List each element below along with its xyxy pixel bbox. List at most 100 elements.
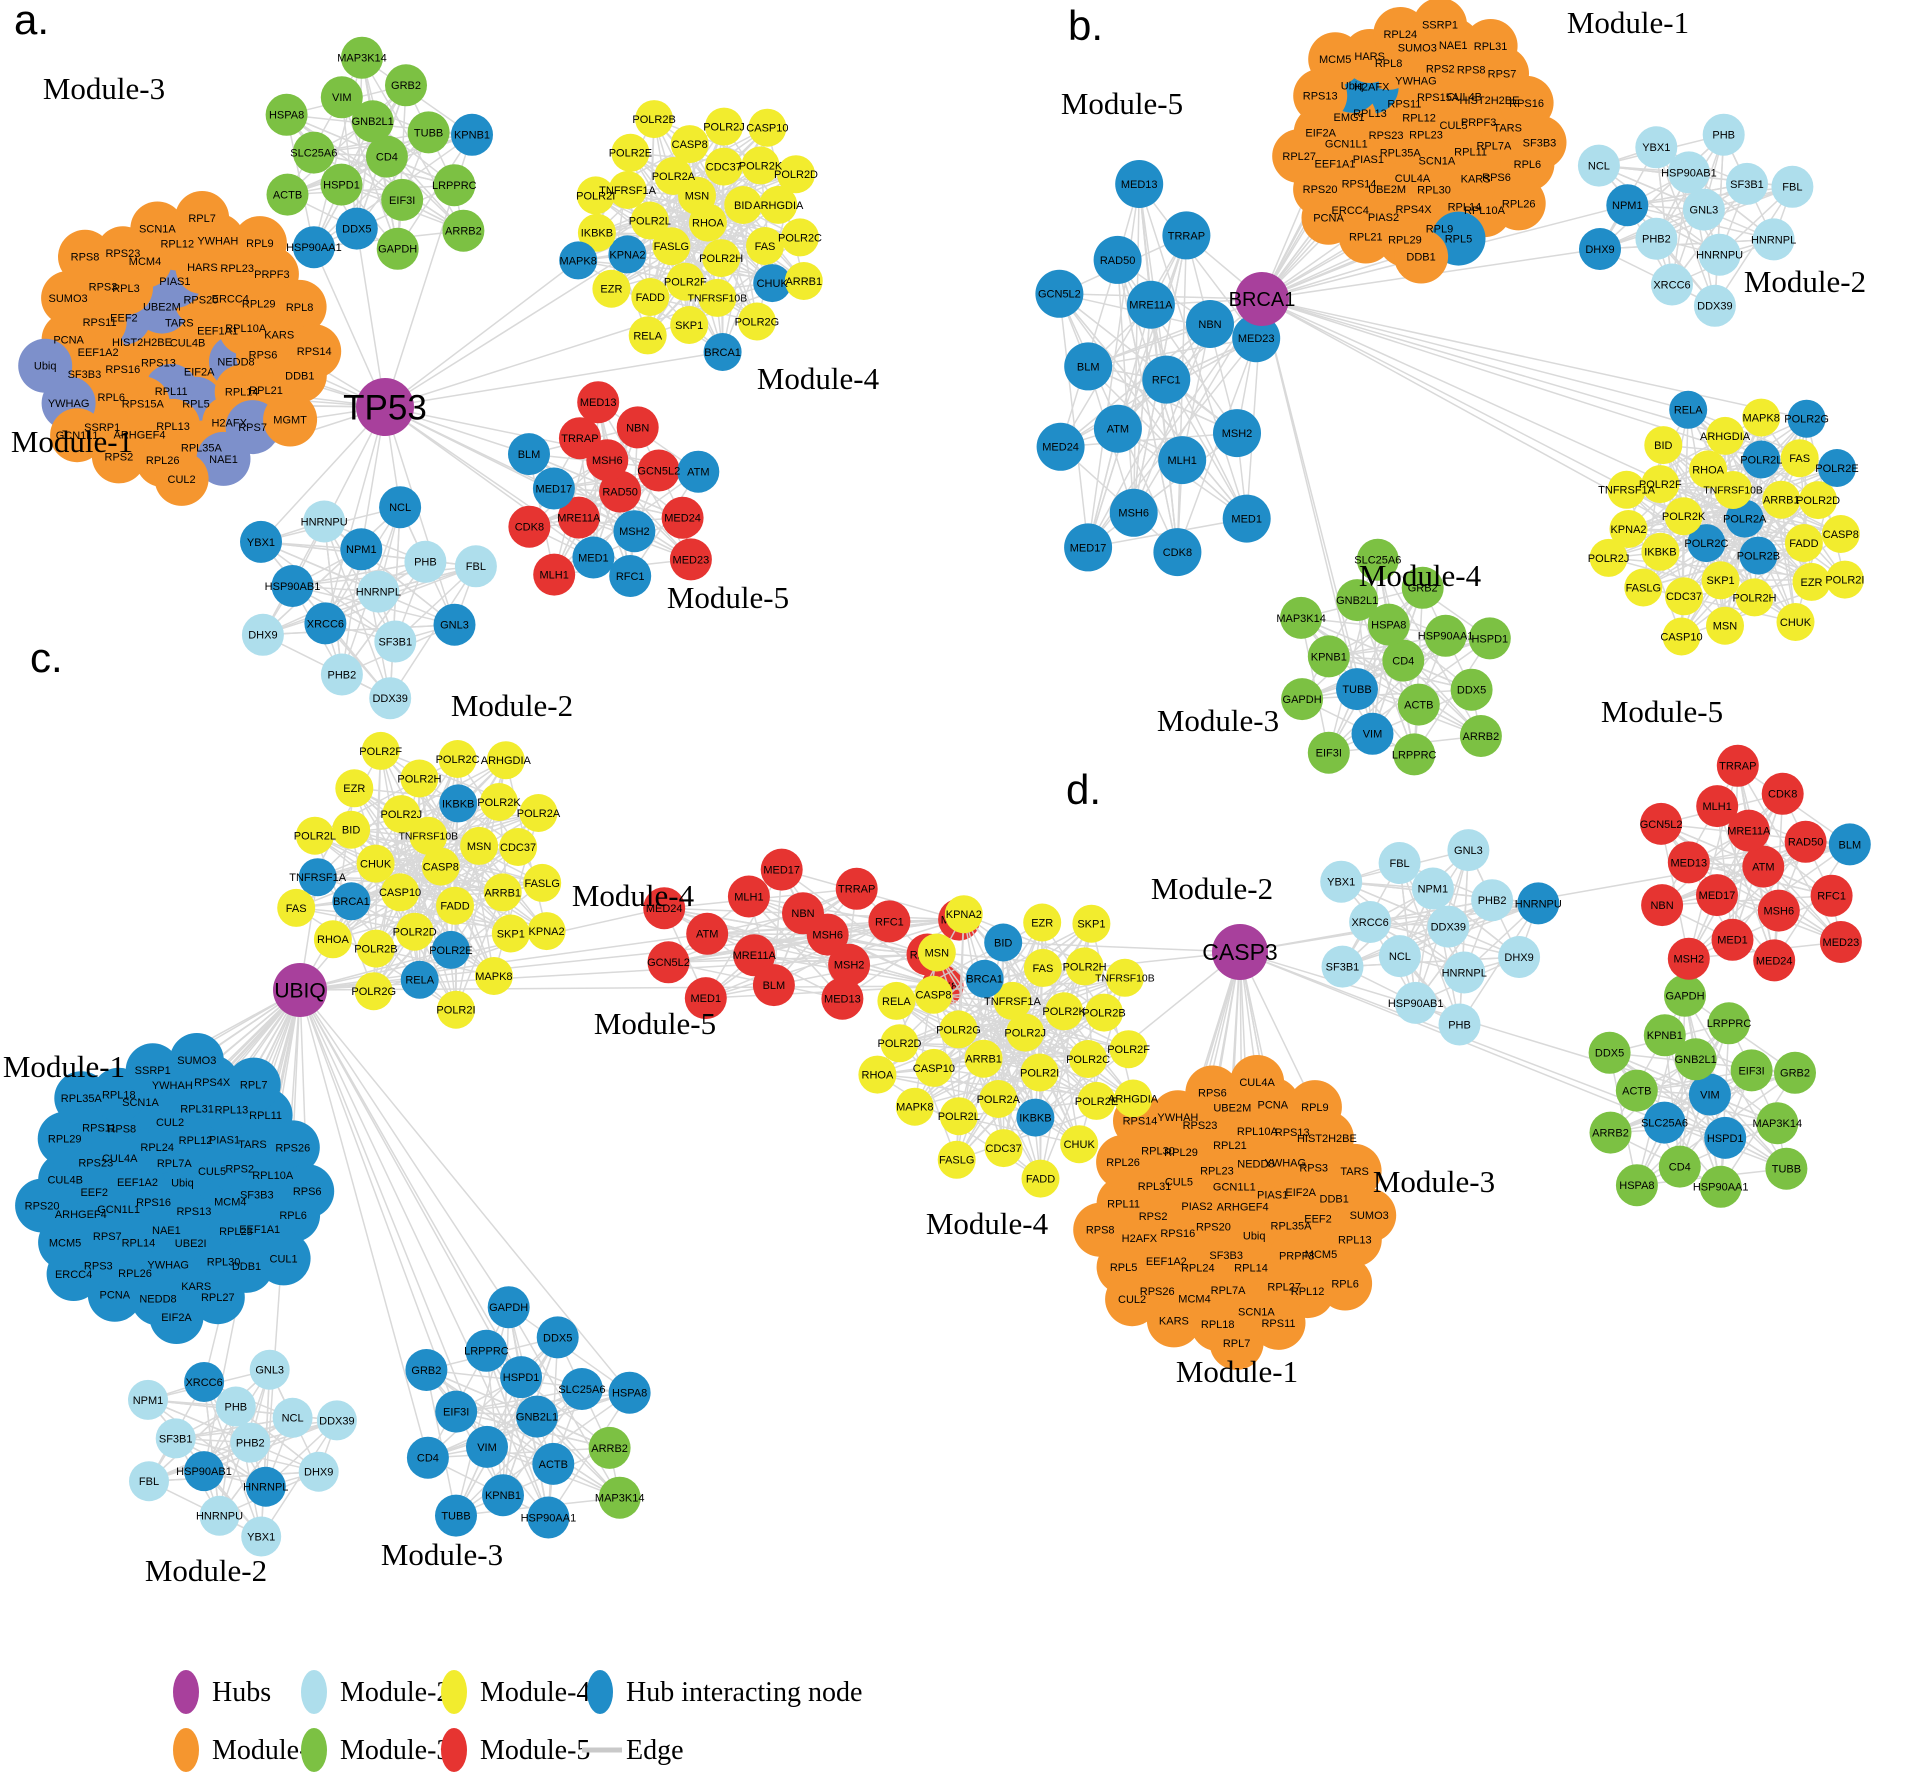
node-SKP1 [1701, 561, 1740, 600]
node-FBL [129, 1461, 169, 1502]
node-MED13 [1667, 841, 1710, 884]
edge [1661, 841, 1806, 906]
node-EIF3I [435, 1390, 478, 1433]
node-TNFRSF10B [409, 816, 448, 855]
edge [1356, 600, 1374, 734]
node-ERCC4 [46, 1247, 101, 1301]
node-FASLG [1624, 568, 1663, 607]
node-RELA [1669, 390, 1708, 429]
module-label: Module-3 [381, 1537, 503, 1572]
node-POLR2J [1589, 538, 1628, 577]
node-MED24 [643, 887, 686, 930]
node-FADD [436, 886, 474, 925]
node-FBL [1378, 842, 1421, 884]
node-DDB1 [1394, 229, 1449, 284]
node-RHOA [313, 920, 352, 959]
node-YBX1 [240, 520, 282, 563]
node-MED13 [577, 381, 620, 424]
edge [1415, 899, 1493, 1004]
node-FBL [454, 545, 497, 588]
node-NBN [782, 892, 824, 935]
node-CDC37 [704, 147, 743, 186]
legend-label: Hubs [212, 1677, 271, 1708]
hub-edge [299, 989, 550, 1518]
node-MAP3K14 [1756, 1102, 1799, 1145]
node-PHB2 [320, 653, 363, 696]
panel-letter: d. [1066, 766, 1101, 813]
node-CD4 [406, 1436, 449, 1479]
node-TNFRSF10B [1714, 471, 1753, 509]
node-MCM5 [1308, 32, 1363, 87]
node-TNFRSF1A [298, 858, 337, 897]
node-CDK8 [1153, 528, 1202, 577]
node-FAS [746, 227, 784, 265]
node-HNRNPU [303, 500, 346, 543]
node-SKP1 [1072, 904, 1111, 943]
node-DHX9 [1579, 228, 1621, 270]
node-POLR2B [635, 100, 674, 139]
node-CUL1 [256, 1231, 311, 1286]
module-label: Module-3 [43, 71, 165, 106]
node-MED24 [1753, 939, 1796, 982]
node-EIF3I [1307, 731, 1350, 774]
edge [877, 1073, 999, 1100]
node-HSP90AB1 [1667, 151, 1710, 194]
node-POLR2H [400, 759, 439, 798]
node-GNB2L1 [351, 100, 394, 143]
module-label: Module-3 [1157, 703, 1279, 738]
edge [1039, 1058, 1089, 1179]
node-MAPK8 [559, 241, 598, 280]
node-HNRNPU [1698, 233, 1741, 276]
node-TUBB [407, 111, 450, 154]
module-label: Module-4 [757, 361, 880, 396]
node-FADD [631, 278, 670, 316]
node-CDK8 [508, 505, 551, 548]
node-ARRB1 [483, 873, 522, 912]
node-BRCA1 [703, 333, 742, 371]
node-POLR2I [576, 176, 615, 215]
node-MRE11A [733, 934, 776, 977]
node-MED24 [1036, 422, 1085, 471]
edge [721, 245, 766, 353]
nodes-layer [15, 731, 981, 1557]
node-HSPA8 [1367, 603, 1410, 646]
node-CHUK [753, 264, 792, 303]
edge [1610, 1069, 1752, 1134]
panel-c: UbiqRPS16RPL7ARPS13EEF1A2CUL5NAE1RPL24MC… [3, 634, 981, 1588]
node-TNFRSF1A [993, 981, 1032, 1020]
node-GNL3 [1447, 829, 1490, 872]
edge [455, 1337, 559, 1516]
node-MSH2 [1667, 937, 1710, 980]
hub-edge [299, 989, 631, 1394]
node-POLR2E [611, 133, 650, 172]
edge [1716, 806, 1734, 940]
node-RPL35A [54, 1071, 109, 1126]
node-FASLG [937, 1140, 976, 1179]
edge [292, 561, 426, 587]
edge [668, 920, 890, 964]
hub-edge [324, 406, 386, 624]
edge [668, 953, 928, 964]
node-RPL9 [232, 216, 287, 271]
edge [389, 565, 477, 699]
module-label: Module-2 [1744, 264, 1866, 299]
edge [287, 184, 455, 196]
node-ARRB1 [784, 262, 823, 300]
node-POLR2I [1825, 560, 1864, 599]
node-RAD50 [1093, 235, 1142, 284]
legend-swatch-module1 [173, 1728, 199, 1772]
node-EIF2A [149, 1290, 204, 1344]
node-HSPD1 [500, 1356, 543, 1399]
node-MSH6 [1757, 889, 1800, 932]
node-POLR2A [979, 1080, 1018, 1118]
legend-swatch-interactor [587, 1670, 613, 1714]
node-SKP1 [670, 306, 709, 344]
node-XRCC6 [184, 1362, 225, 1402]
edge [1300, 617, 1420, 706]
node-PHB [1438, 1003, 1481, 1046]
node-RELA [628, 316, 667, 355]
node-KPNB1 [451, 113, 493, 156]
node-KPNA2 [944, 895, 983, 934]
node-CUL4A [1230, 1055, 1285, 1109]
node-MSH2 [1213, 409, 1261, 458]
